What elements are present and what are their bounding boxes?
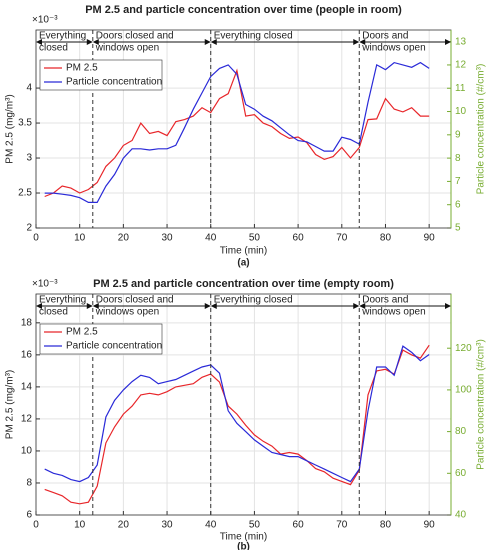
x-tick-label: 90 <box>424 520 436 531</box>
y2-tick-label: 9 <box>455 129 461 140</box>
arrow-head <box>445 303 451 309</box>
y-tick-label: 14 <box>21 382 33 393</box>
x-tick-label: 0 <box>33 520 39 531</box>
x-tick-label: 70 <box>336 233 348 244</box>
arrow-head <box>353 39 360 45</box>
x-tick-label: 40 <box>205 233 217 244</box>
arrow-head <box>204 39 211 45</box>
x-tick-label: 60 <box>293 233 305 244</box>
phase-label: closed <box>39 307 68 318</box>
phase-label: Everything <box>39 295 86 306</box>
y2-tick-label: 12 <box>455 60 467 71</box>
y-tick-label: 18 <box>21 317 33 328</box>
x-tick-label: 80 <box>380 233 392 244</box>
y2-tick-label: 120 <box>455 343 472 354</box>
phase-label: Everything closed <box>214 295 293 306</box>
x-tick-label: 10 <box>74 520 86 531</box>
y-tick-label: 10 <box>21 446 33 457</box>
phase-label: windows open <box>95 307 159 318</box>
x-tick-label: 60 <box>293 520 305 531</box>
series-line <box>44 345 430 483</box>
x-tick-label: 40 <box>205 520 217 531</box>
y2-tick-label: 60 <box>455 468 467 479</box>
chart-title: PM 2.5 and particle concentration over t… <box>93 278 394 290</box>
legend-label: PM 2.5 <box>66 327 98 338</box>
phase-label: closed <box>39 43 68 54</box>
x-tick-label: 0 <box>33 233 39 244</box>
y2-tick-label: 6 <box>455 199 461 210</box>
x-tick-label: 20 <box>118 233 130 244</box>
y2-tick-label: 10 <box>455 106 467 117</box>
y-tick-label: 3 <box>26 153 32 164</box>
y2-tick-label: 40 <box>455 510 467 521</box>
phase-label: Doors and <box>362 295 408 306</box>
y-tick-label: 3.5 <box>18 118 32 129</box>
arrow-head <box>86 303 93 309</box>
y-multiplier: ×10⁻³ <box>32 15 58 26</box>
y-tick-label: 8 <box>26 478 32 489</box>
y2-tick-label: 80 <box>455 426 467 437</box>
y2-axis-label: Particle concentration (#/cm³) <box>476 64 487 195</box>
x-tick-label: 90 <box>424 233 436 244</box>
arrow-head <box>92 39 99 45</box>
legend-label: PM 2.5 <box>66 63 98 74</box>
x-tick-label: 30 <box>161 233 173 244</box>
phase-label: windows open <box>95 43 159 54</box>
x-tick-label: 20 <box>118 520 130 531</box>
legend-label: Particle concentration <box>66 77 162 88</box>
phase-label: Doors closed and <box>96 295 174 306</box>
phase-label: windows open <box>361 43 425 54</box>
y2-axis-label: Particle concentration (#/cm³) <box>476 339 487 470</box>
x-tick-label: 30 <box>161 520 173 531</box>
caption: (a) <box>237 258 249 269</box>
x-axis-label: Time (min) <box>220 246 267 257</box>
y-multiplier: ×10⁻³ <box>32 279 58 290</box>
x-tick-label: 10 <box>74 233 86 244</box>
arrow-head <box>92 303 99 309</box>
arrow-head <box>210 303 217 309</box>
phase-label: Everything <box>39 31 86 42</box>
series-line <box>44 61 430 203</box>
arrow-head <box>359 303 366 309</box>
series-line <box>44 68 430 198</box>
arrow-head <box>36 39 42 45</box>
phase-label: windows open <box>361 307 425 318</box>
y2-tick-label: 11 <box>455 83 466 94</box>
legend-label: Particle concentration <box>66 341 162 352</box>
arrow-head <box>86 39 93 45</box>
y2-tick-label: 100 <box>455 385 472 396</box>
arrow-head <box>210 39 217 45</box>
arrow-head <box>36 303 42 309</box>
arrow-head <box>353 303 360 309</box>
x-tick-label: 80 <box>380 520 392 531</box>
series-line <box>44 344 430 505</box>
chart-title: PM 2.5 and particle concentration over t… <box>85 4 402 16</box>
arrow-head <box>359 39 366 45</box>
arrow-head <box>445 39 451 45</box>
y-axis-label: PM 2.5 (mg/m³) <box>5 94 16 163</box>
phase-label: Doors closed and <box>96 31 174 42</box>
y-tick-label: 2.5 <box>18 188 32 199</box>
y-axis-label: PM 2.5 (mg/m³) <box>5 370 16 439</box>
x-tick-label: 50 <box>249 233 261 244</box>
y-tick-label: 4 <box>26 83 32 94</box>
y-tick-label: 6 <box>26 510 32 521</box>
x-tick-label: 70 <box>336 520 348 531</box>
legend-box <box>39 323 163 355</box>
arrow-head <box>204 303 211 309</box>
y-tick-label: 12 <box>21 414 33 425</box>
x-tick-label: 50 <box>249 520 261 531</box>
y2-tick-label: 13 <box>455 36 467 47</box>
y2-tick-label: 7 <box>455 176 461 187</box>
y-tick-label: 2 <box>26 223 32 234</box>
y2-tick-label: 8 <box>455 153 461 164</box>
caption: (b) <box>237 542 250 550</box>
y2-tick-label: 5 <box>455 223 461 234</box>
phase-label: Doors and <box>362 31 408 42</box>
y-tick-label: 16 <box>21 349 33 360</box>
x-axis-label: Time (min) <box>220 532 267 543</box>
legend-box <box>39 59 163 91</box>
phase-label: Everything closed <box>214 31 293 42</box>
